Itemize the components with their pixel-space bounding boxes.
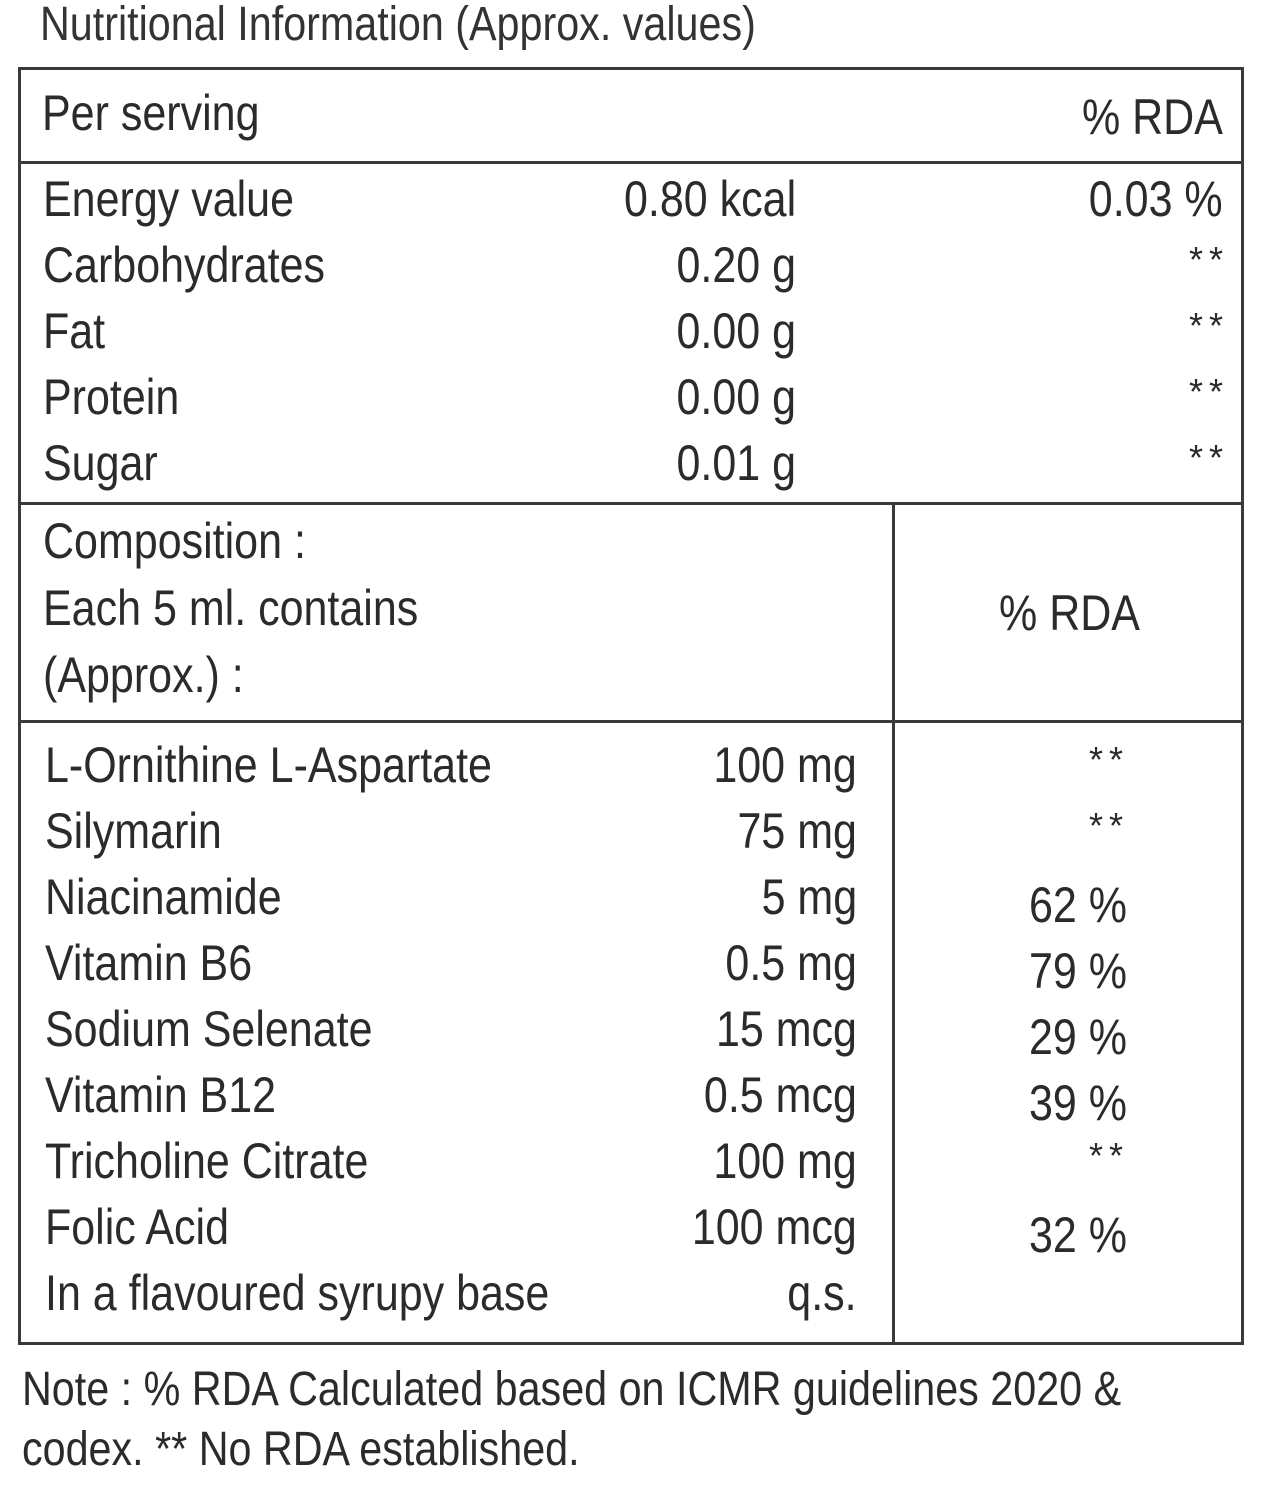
ingredient-name: Vitamin B6 bbox=[45, 935, 253, 991]
ingredient-amount: 5 mg bbox=[761, 869, 857, 925]
ingredient-amount: 0.5 mg bbox=[725, 935, 857, 991]
nutrient-rda: ** bbox=[1188, 239, 1229, 280]
ingredient-amount: 100 mg bbox=[713, 1133, 857, 1189]
ingredient-amount: 100 mg bbox=[713, 737, 857, 793]
rda-header: % RDA bbox=[1082, 89, 1223, 145]
divider bbox=[21, 161, 1241, 164]
ingredient-rda: 32 % bbox=[1028, 1207, 1127, 1263]
ingredient-rda: ** bbox=[1088, 805, 1129, 846]
ingredient-rda: 79 % bbox=[1028, 943, 1127, 999]
ingredient-name: Silymarin bbox=[45, 803, 222, 859]
divider bbox=[21, 502, 1241, 505]
ingredient-rda: 29 % bbox=[1028, 1009, 1127, 1065]
composition-approx-label: (Approx.) : bbox=[43, 647, 244, 703]
per-serving-label: Per serving bbox=[42, 85, 260, 141]
ingredient-amount: 100 mcg bbox=[692, 1199, 857, 1255]
footnote: Note : % RDA Calculated based on ICMR gu… bbox=[22, 1360, 1226, 1480]
nutrient-name: Protein bbox=[43, 369, 180, 425]
nutrient-name: Carbohydrates bbox=[43, 237, 326, 293]
column-divider bbox=[892, 502, 895, 1345]
nutrient-rda: ** bbox=[1188, 305, 1229, 346]
ingredient-name: Niacinamide bbox=[45, 869, 282, 925]
divider bbox=[21, 720, 1241, 723]
nutrient-rda: ** bbox=[1188, 437, 1229, 478]
ingredient-name: Tricholine Citrate bbox=[45, 1133, 369, 1189]
nutrient-name: Sugar bbox=[43, 435, 158, 491]
ingredient-rda: 39 % bbox=[1028, 1075, 1127, 1131]
ingredient-rda: ** bbox=[1088, 739, 1129, 780]
nutrient-name: Fat bbox=[43, 303, 106, 359]
nutrient-amount: 0.80 kcal bbox=[623, 171, 796, 227]
ingredient-name: L-Ornithine L-Aspartate bbox=[45, 737, 492, 793]
nutrient-rda: ** bbox=[1188, 371, 1229, 412]
nutrient-amount: 0.00 g bbox=[676, 369, 796, 425]
nutrient-rda: 0.03 % bbox=[1089, 171, 1223, 227]
ingredient-amount: 15 mcg bbox=[715, 1001, 857, 1057]
nutrient-amount: 0.20 g bbox=[676, 237, 796, 293]
footnote-line: codex. ** No RDA established. bbox=[22, 1423, 580, 1476]
composition-rda-header: % RDA bbox=[999, 585, 1140, 641]
ingredient-rda: 62 % bbox=[1028, 877, 1127, 933]
ingredient-name: Sodium Selenate bbox=[45, 1001, 373, 1057]
page-title: Nutritional Information (Approx. values) bbox=[40, 0, 756, 51]
nutrient-amount: 0.00 g bbox=[676, 303, 796, 359]
ingredient-name: Folic Acid bbox=[45, 1199, 230, 1255]
nutrition-table: Per serving % RDA Energy value 0.80 kcal 0… bbox=[18, 67, 1244, 1345]
ingredient-amount: 75 mg bbox=[737, 803, 857, 859]
ingredient-name: Vitamin B12 bbox=[45, 1067, 277, 1123]
ingredient-amount: 0.5 mcg bbox=[704, 1067, 857, 1123]
nutrient-amount: 0.01 g bbox=[676, 435, 796, 491]
footnote-line: Note : % RDA Calculated based on ICMR gu… bbox=[22, 1363, 1122, 1416]
ingredient-amount: q.s. bbox=[787, 1265, 857, 1321]
composition-label: Composition : bbox=[43, 513, 306, 569]
nutrient-name: Energy value bbox=[43, 171, 294, 227]
composition-sublabel: Each 5 ml. contains bbox=[43, 580, 419, 636]
ingredient-name: In a flavoured syrupy base bbox=[45, 1265, 550, 1321]
ingredient-rda: ** bbox=[1088, 1135, 1129, 1176]
